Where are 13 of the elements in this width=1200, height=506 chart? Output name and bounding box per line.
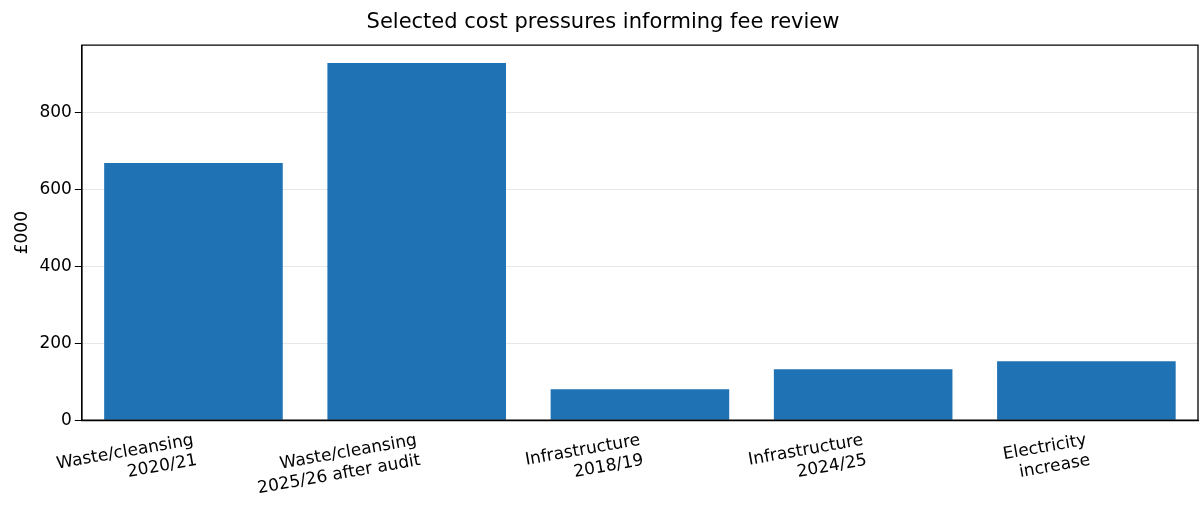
y-tick-label: 800 — [39, 100, 72, 121]
bar — [104, 163, 283, 420]
chart-title: Selected cost pressures informing fee review — [366, 9, 840, 34]
x-tick-label: Electricity increase — [1001, 428, 1092, 482]
bar — [997, 361, 1176, 420]
y-tick-label: 400 — [39, 254, 72, 275]
y-tick-label: 600 — [39, 177, 72, 198]
y-tick-label: 0 — [61, 408, 72, 429]
y-tick-label: 200 — [39, 331, 72, 352]
bar — [773, 369, 953, 420]
y-axis-title: £000 — [10, 211, 31, 255]
bar — [327, 62, 506, 420]
bar — [550, 389, 730, 420]
